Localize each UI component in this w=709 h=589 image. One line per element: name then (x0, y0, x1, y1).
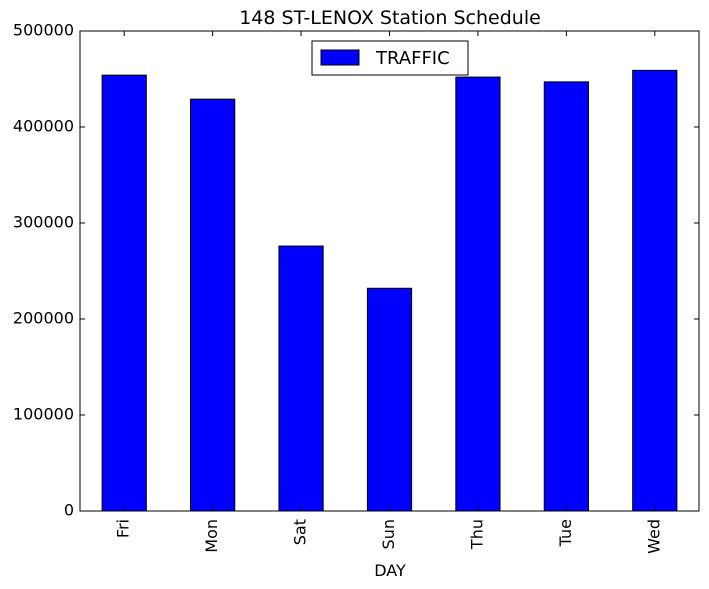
x-tick-label: Wed (644, 519, 663, 554)
x-tick-label: Tue (556, 519, 575, 547)
bars-group (101, 69, 678, 512)
y-tick-label: 400000 (13, 117, 74, 136)
x-tick-label: Thu (467, 519, 486, 550)
x-axis-title: DAY (374, 561, 406, 580)
bar-sun (366, 287, 413, 512)
y-axis: 0 100000 200000 300000 400000 500000 (13, 21, 699, 520)
chart-title: 148 ST-LENOX Station Schedule (239, 7, 541, 29)
y-tick-label: 300000 (13, 213, 74, 232)
x-tick-label: Mon (202, 519, 221, 553)
legend: TRAFFIC (311, 40, 469, 76)
x-tick-label: Sun (379, 519, 398, 549)
bar-tue (543, 81, 589, 512)
bar-fri (101, 74, 147, 512)
x-tick-label: Fri (114, 519, 133, 538)
bar-thu (455, 76, 501, 512)
x-tick-label: Sat (291, 519, 310, 545)
y-tick-label: 100000 (13, 405, 74, 424)
y-tick-label: 200000 (13, 309, 74, 328)
bar-mon (190, 98, 236, 512)
legend-swatch (320, 49, 360, 66)
bar-sat (278, 245, 324, 512)
bar-wed (632, 69, 678, 512)
legend-label: TRAFFIC (375, 48, 450, 69)
y-tick-label: 0 (64, 501, 74, 520)
y-tick-label: 500000 (13, 21, 74, 40)
x-axis: Fri Mon Sat Sun Thu Tue Wed (114, 31, 663, 554)
